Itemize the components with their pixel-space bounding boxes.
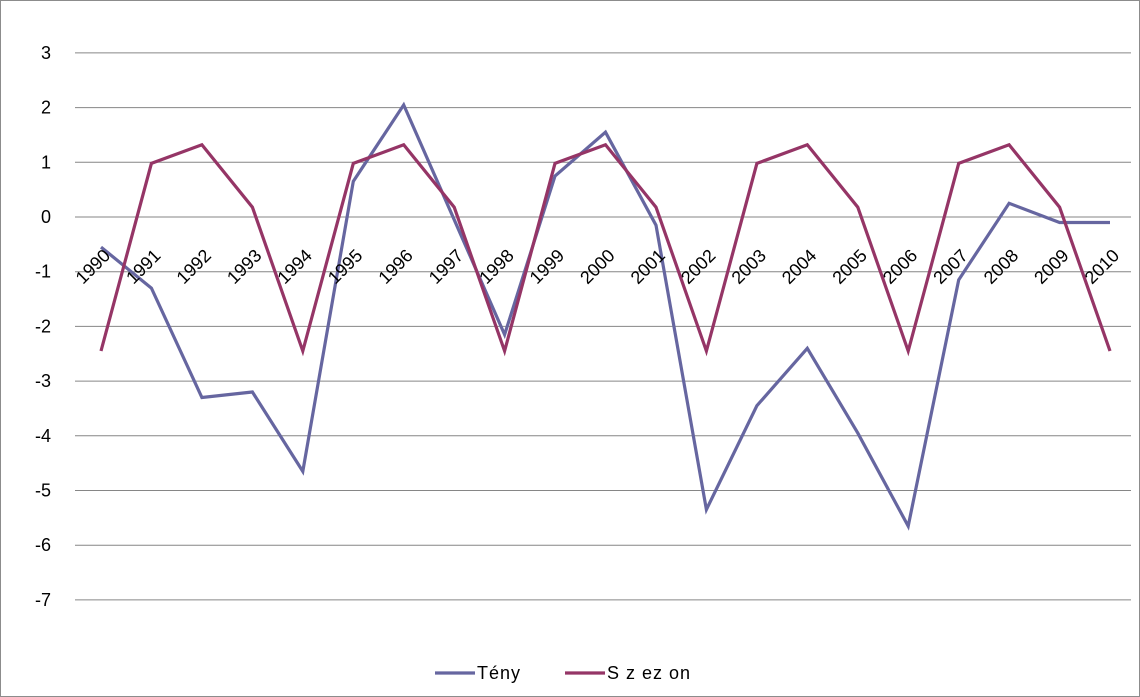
- legend-label: S z ez on: [607, 663, 691, 683]
- y-tick-label: -4: [35, 426, 51, 446]
- y-tick-label: -3: [35, 371, 51, 391]
- y-tick-label: 3: [41, 43, 51, 63]
- legend-label: Tény: [477, 663, 521, 683]
- y-tick-label: 0: [41, 207, 51, 227]
- x-tick-label: 2002: [677, 245, 719, 287]
- y-tick-label: 1: [41, 152, 51, 172]
- series-lines: [99, 101, 1112, 531]
- gridlines: [75, 52, 1131, 601]
- x-tick-label: 1993: [223, 245, 265, 287]
- x-tick-label: 2005: [828, 245, 870, 287]
- y-tick-label: -5: [35, 481, 51, 501]
- x-tick-label: 1992: [173, 245, 215, 287]
- y-tick-label: -7: [35, 590, 51, 610]
- series-line-0: [99, 101, 1110, 531]
- series-line-1: [99, 142, 1112, 357]
- x-tick-label: 1997: [425, 245, 467, 287]
- y-axis-ticks: 3 2 1 0 -1 -2 -3 -4 -5 -6 -7: [35, 43, 51, 610]
- y-tick-label: -1: [35, 262, 51, 282]
- y-tick-label: -6: [35, 535, 51, 555]
- legend: Tény S z ez on: [435, 663, 691, 683]
- x-tick-label: 2008: [980, 245, 1022, 287]
- y-tick-label: -2: [35, 316, 51, 336]
- x-tick-label: 2006: [879, 245, 921, 287]
- x-tick-label: 1996: [374, 245, 416, 287]
- x-tick-label: 2000: [576, 245, 618, 287]
- x-tick-label: 2004: [778, 245, 820, 287]
- x-axis-ticks: 1990 1991 1992 1993 1994 1995 1996 1997 1998 1999…: [72, 245, 1123, 287]
- x-tick-label: 2009: [1030, 245, 1072, 287]
- y-tick-label: 2: [41, 98, 51, 118]
